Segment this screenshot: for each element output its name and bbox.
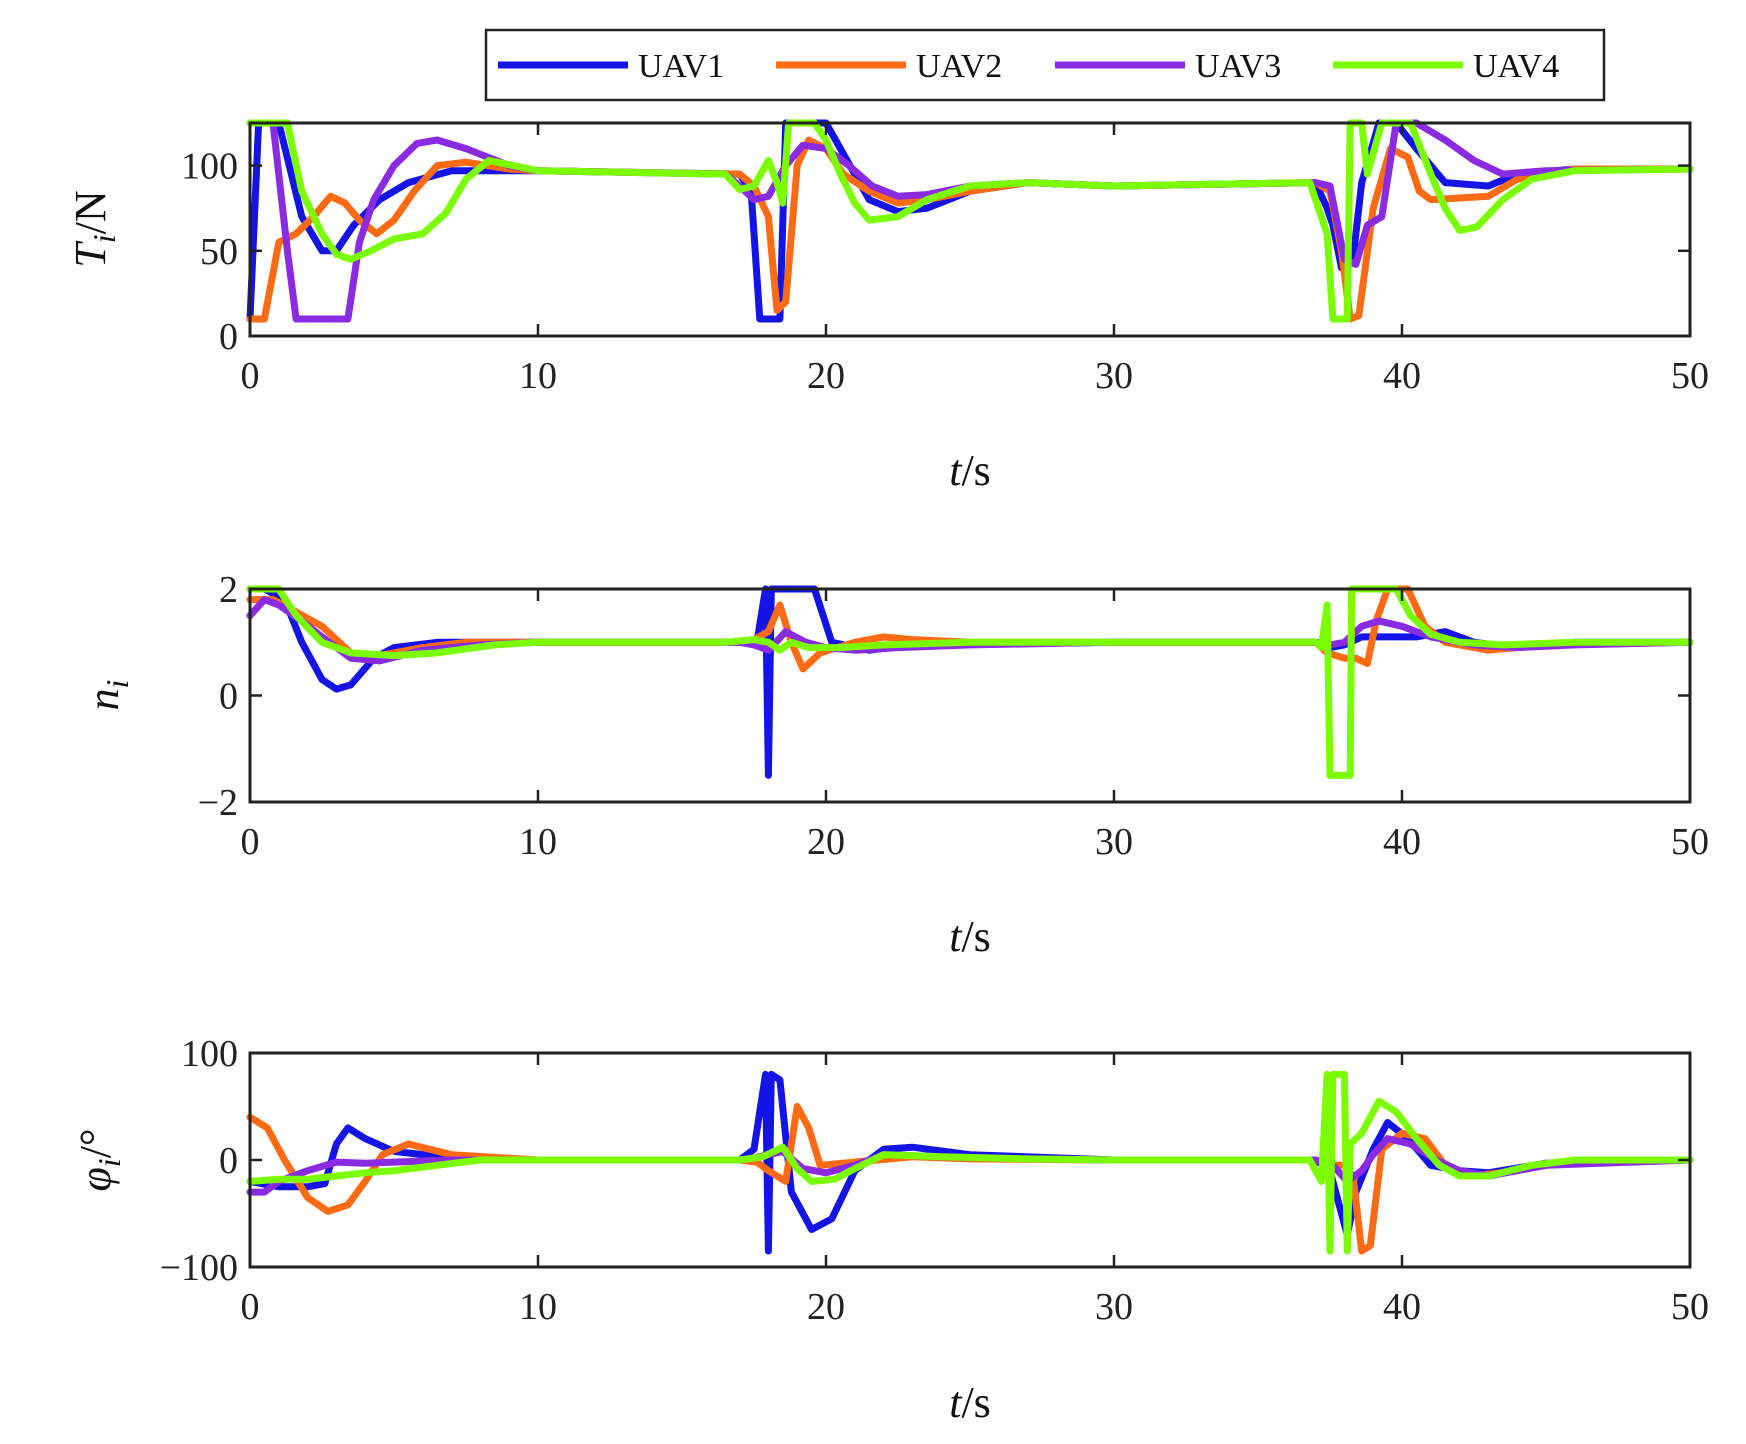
roll-series-uav1: [246, 1070, 1694, 1255]
roll-xtick-label: 40: [1383, 1286, 1421, 1328]
load-xtick-label: 20: [807, 821, 845, 863]
load-ytick-label: −2: [198, 782, 238, 824]
thrust-panel: 0 10 20 30 40 50 0 50 100 t/s Ti/N: [66, 119, 1709, 495]
load-ticks: 0 10 20 30 40 50−202: [198, 569, 1709, 863]
load-panel: 0 10 20 30 40 50−202 t/s ni: [79, 569, 1709, 961]
thrust-xtick-label: 0: [241, 355, 260, 397]
roll-series-uav4: [246, 1070, 1694, 1255]
thrust-ytick-label: 0: [219, 316, 238, 358]
thrust-ticks: 0 10 20 30 40 50 0 50 100: [181, 123, 1709, 397]
roll-xtick-label: 50: [1671, 1286, 1709, 1328]
thrust-xtick-label: 30: [1095, 355, 1133, 397]
roll-ytick-label: 100: [181, 1033, 238, 1075]
thrust-series-uav4: [246, 119, 1694, 323]
load-xtick-label: 0: [241, 821, 260, 863]
thrust-xtick-label: 50: [1671, 355, 1709, 397]
load-xtick-label: 40: [1383, 821, 1421, 863]
roll-ytick-label: −100: [160, 1247, 238, 1289]
load-series-uav1: [246, 585, 1694, 779]
thrust-xlabel: t/s: [949, 446, 991, 495]
load-xtick-label: 50: [1671, 821, 1709, 863]
legend-label-uav4: UAV4: [1473, 48, 1559, 85]
load-ytick-label: 2: [219, 569, 238, 611]
load-axes-frame: [248, 587, 1692, 804]
thrust-ylabel: Ti/N: [66, 190, 122, 267]
load-xlabel: t/s: [949, 912, 991, 961]
roll-xtick-label: 30: [1095, 1286, 1133, 1328]
load-ytick-label: 0: [219, 676, 238, 718]
roll-series-layer: [246, 1070, 1694, 1255]
thrust-xtick-label: 40: [1383, 355, 1421, 397]
thrust-ytick-label: 50: [200, 231, 238, 273]
thrust-series-uav1: [246, 119, 1694, 323]
thrust-xtick-label: 10: [519, 355, 557, 397]
roll-ytick-label: 0: [219, 1140, 238, 1182]
load-ylabel: ni: [79, 680, 135, 711]
legend: UAV1 UAV2 UAV3 UAV4: [484, 28, 1606, 102]
load-series-uav4: [246, 585, 1694, 779]
roll-xtick-label: 0: [241, 1286, 260, 1328]
roll-xtick-label: 10: [519, 1286, 557, 1328]
roll-series-uav2: [246, 1103, 1694, 1255]
load-series-layer: [246, 585, 1694, 779]
roll-ylabel: φi/°: [71, 1128, 127, 1191]
load-series-uav2: [246, 585, 1694, 673]
load-xtick-label: 30: [1095, 821, 1133, 863]
thrust-axes-frame: [248, 121, 1692, 338]
thrust-series-uav3: [246, 119, 1694, 323]
thrust-ytick-label: 100: [181, 146, 238, 188]
roll-xlabel: t/s: [949, 1378, 991, 1427]
legend-label-uav3: UAV3: [1195, 48, 1281, 85]
legend-label-uav1: UAV1: [638, 48, 724, 85]
legend-label-uav2: UAV2: [916, 48, 1002, 85]
thrust-series-layer: [246, 119, 1694, 323]
load-xtick-label: 10: [519, 821, 557, 863]
thrust-xtick-label: 20: [807, 355, 845, 397]
roll-series-uav3: [246, 1135, 1694, 1196]
roll-xtick-label: 20: [807, 1286, 845, 1328]
